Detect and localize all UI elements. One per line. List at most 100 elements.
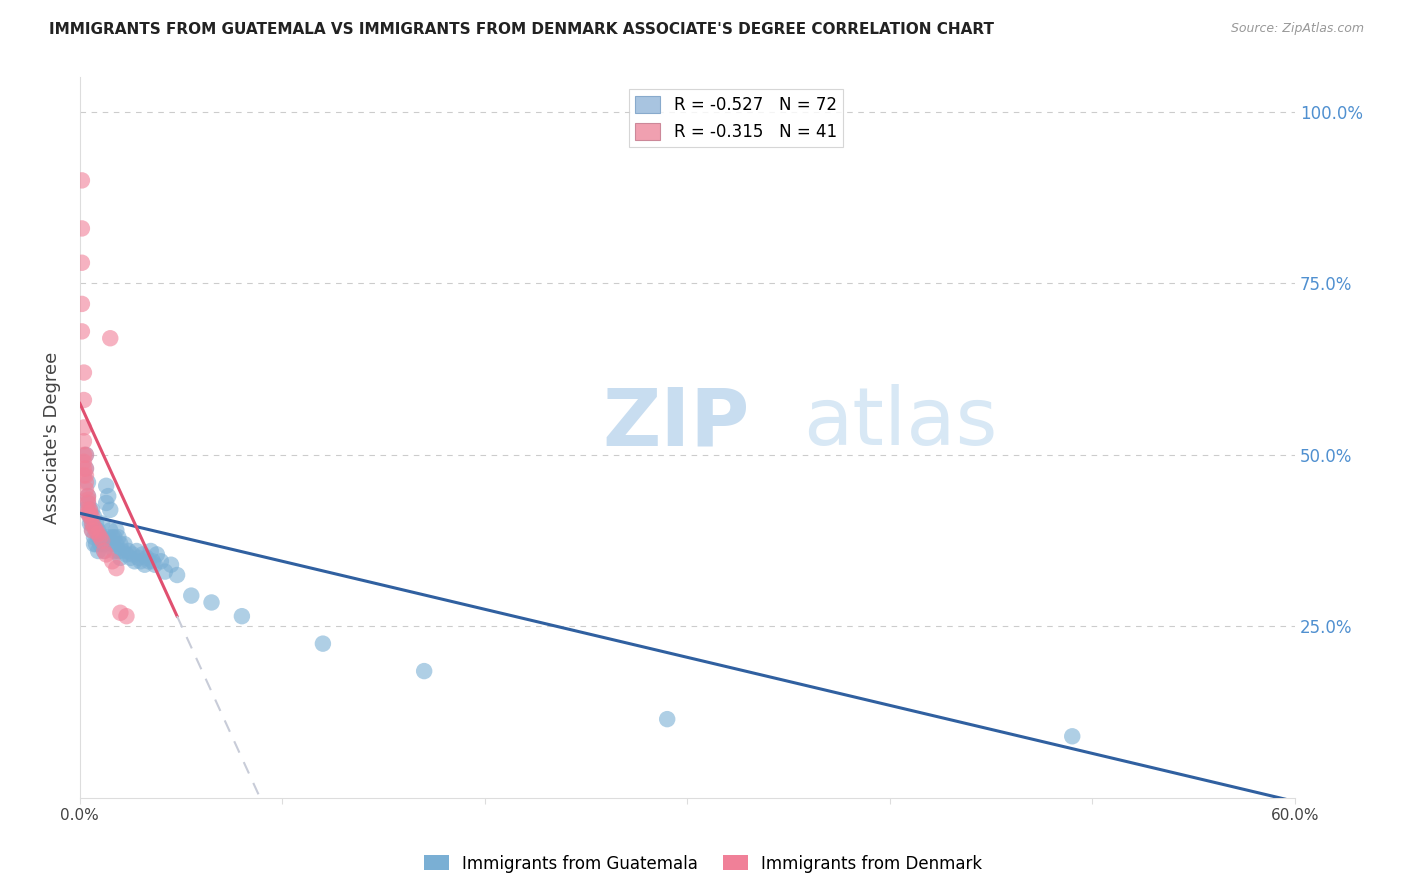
Point (70, 221, 93, 235)
Point (93, 537, 115, 551)
Point (77, 503, 100, 517)
Point (105, 537, 128, 551)
Point (115, 548, 138, 562)
Point (73, 366, 96, 380)
Point (98, 503, 121, 517)
Point (73, 455, 96, 469)
Point (138, 554, 160, 568)
Point (80, 524, 103, 538)
Point (657, 712, 679, 726)
Point (160, 558, 183, 572)
Point (87, 544, 110, 558)
Point (105, 524, 128, 538)
Point (77, 489, 100, 503)
Point (200, 595, 222, 609)
Point (84, 524, 107, 538)
Point (79, 509, 101, 524)
Point (83, 520, 105, 534)
Point (73, 468, 96, 483)
Point (97, 489, 120, 503)
Legend: Immigrants from Guatemala, Immigrants from Denmark: Immigrants from Guatemala, Immigrants fr… (418, 848, 988, 880)
Point (312, 637, 335, 651)
Text: atlas: atlas (803, 384, 997, 462)
Point (93, 544, 115, 558)
Point (80, 509, 103, 524)
Point (84, 524, 107, 538)
Point (70, 173, 93, 187)
Point (73, 461, 96, 475)
Point (129, 554, 152, 568)
Point (89, 537, 111, 551)
Point (96, 496, 118, 510)
Point (87, 530, 110, 544)
Point (79, 506, 101, 520)
Point (121, 548, 143, 562)
Point (73, 434, 96, 449)
Point (80, 503, 103, 517)
Point (128, 550, 150, 565)
Point (80, 516, 103, 531)
Point (153, 565, 176, 579)
Point (75, 448, 97, 462)
Point (77, 489, 100, 503)
Point (111, 544, 134, 558)
Point (73, 420, 96, 434)
Point (91, 533, 114, 548)
Point (134, 558, 156, 572)
Point (101, 537, 124, 551)
Point (84, 516, 107, 531)
Point (91, 530, 114, 544)
Point (77, 496, 100, 510)
Point (231, 609, 253, 624)
Point (112, 537, 135, 551)
Point (101, 530, 124, 544)
Point (117, 544, 139, 558)
Point (101, 554, 124, 568)
Point (73, 392, 96, 407)
Point (107, 544, 129, 558)
Point (135, 550, 157, 565)
Point (79, 503, 101, 517)
Point (120, 550, 142, 565)
Point (70, 256, 93, 270)
Text: Source: ZipAtlas.com: Source: ZipAtlas.com (1230, 22, 1364, 36)
Text: ZIP: ZIP (602, 384, 749, 462)
Point (70, 297, 93, 311)
Point (70, 324, 93, 338)
Point (77, 475, 100, 490)
Point (91, 516, 114, 531)
Point (89, 530, 111, 544)
Point (75, 475, 97, 490)
Point (107, 530, 129, 544)
Point (98, 331, 121, 345)
Point (103, 530, 125, 544)
Point (75, 461, 97, 475)
Point (75, 461, 97, 475)
Point (77, 492, 100, 507)
Point (115, 609, 138, 624)
Point (75, 448, 97, 462)
Point (87, 526, 110, 541)
Point (75, 482, 97, 496)
Point (73, 448, 96, 462)
Point (96, 548, 118, 562)
Point (79, 516, 101, 531)
Legend: R = -0.527   N = 72, R = -0.315   N = 41: R = -0.527 N = 72, R = -0.315 N = 41 (628, 89, 844, 147)
Point (80, 524, 103, 538)
Point (87, 524, 110, 538)
Point (146, 548, 169, 562)
Point (83, 537, 105, 551)
Point (166, 568, 188, 582)
Point (77, 496, 100, 510)
Point (73, 503, 96, 517)
Point (93, 544, 115, 558)
Point (125, 544, 148, 558)
Point (77, 506, 100, 520)
Point (143, 558, 166, 572)
Point (110, 537, 132, 551)
Point (75, 468, 97, 483)
Point (110, 606, 132, 620)
Point (79, 509, 101, 524)
Point (80, 516, 103, 531)
Point (103, 544, 125, 558)
